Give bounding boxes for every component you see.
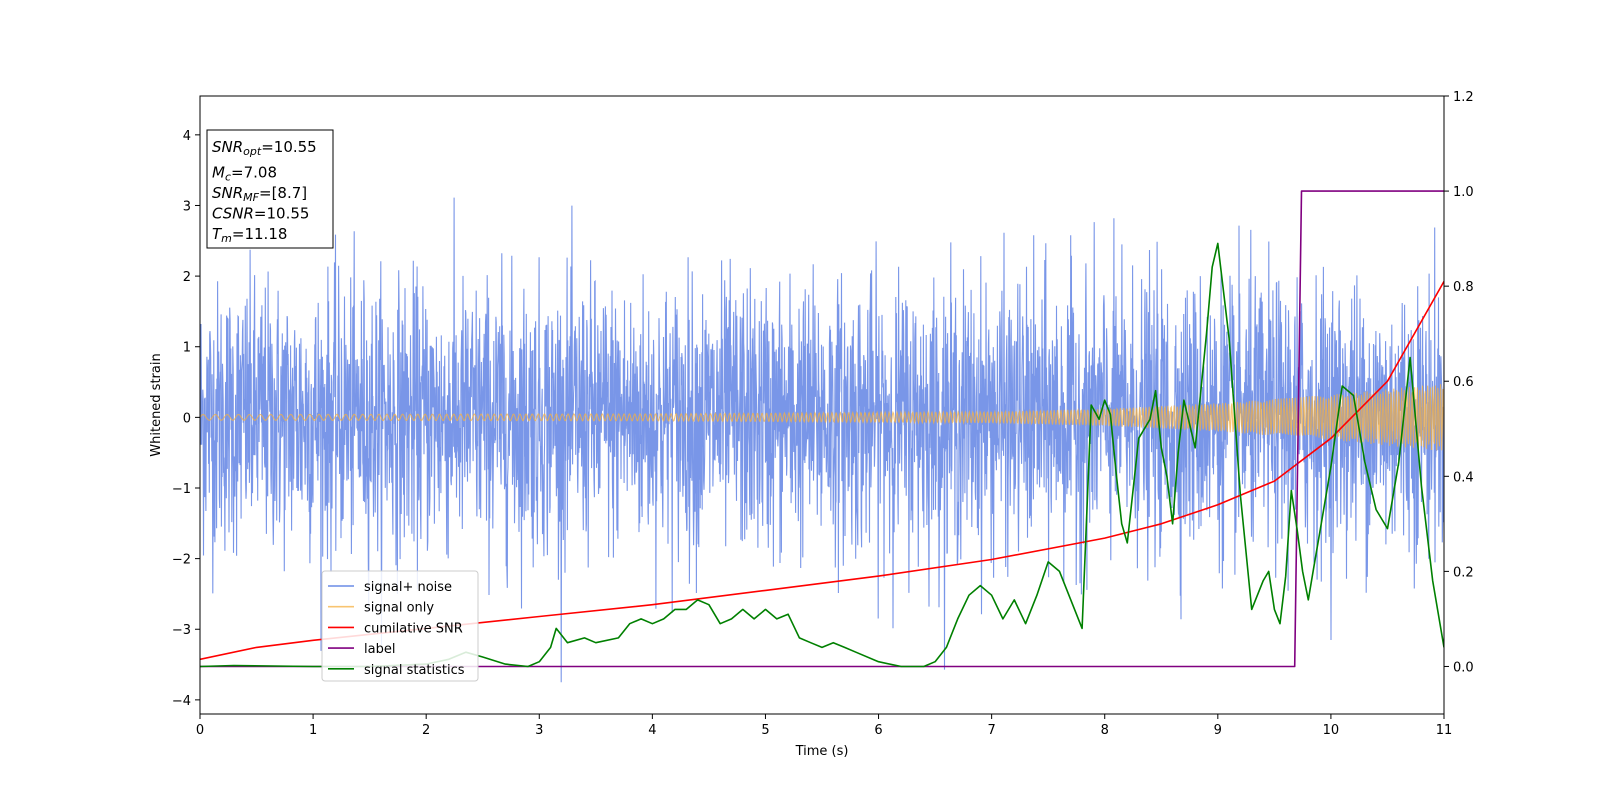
y-tick-label: 3: [183, 199, 191, 214]
annotation-frame: [206, 129, 334, 249]
x-tick-label: 0: [196, 723, 204, 738]
x-tick-label: 6: [874, 723, 882, 738]
x-tick-label: 3: [535, 723, 543, 738]
plot-frame: [199, 95, 1445, 715]
y2-tick-label: 0.4: [1453, 470, 1474, 485]
y-tick-label: 0: [183, 411, 191, 426]
annotation-line: SNRMF=[8.7]: [212, 184, 307, 204]
annotation-line: Tm=11.18: [212, 225, 287, 245]
series-label: [200, 190, 1444, 668]
x-tick-label: 11: [1436, 723, 1453, 738]
y2-tick-label: 1.0: [1453, 185, 1474, 200]
legend-label: signal statistics: [364, 663, 465, 678]
y-tick-label: 1: [183, 341, 191, 356]
legend-label: label: [364, 642, 395, 657]
x-tick-label: 8: [1101, 723, 1109, 738]
y-axis-left: −4 −3 −2 −1 0 1 2 3 4: [172, 129, 200, 709]
y-axis-label: Whitened strain: [149, 353, 164, 456]
x-axis-label: Time (s): [795, 744, 849, 759]
y2-tick-label: 0.6: [1453, 375, 1474, 390]
x-tick-label: 7: [987, 723, 995, 738]
x-tick-label: 5: [761, 723, 769, 738]
y-tick-label: −2: [172, 553, 191, 568]
x-tick-label: 2: [422, 723, 430, 738]
x-tick-label: 10: [1323, 723, 1340, 738]
legend-label: signal only: [364, 601, 434, 616]
legend: signal+ noise signal only cumilative SNR la…: [321, 570, 479, 682]
y-tick-label: −3: [172, 623, 191, 638]
annotation-line: SNRopt=10.55: [212, 138, 317, 158]
annotation-line: Mc=7.08: [212, 164, 277, 184]
y2-tick-label: 1.2: [1453, 90, 1474, 105]
y-axis-right: 0.0 0.2 0.4 0.6 0.8 1.0 1.2: [1444, 90, 1474, 675]
x-tick-label: 4: [648, 723, 656, 738]
x-tick-label: 9: [1214, 723, 1222, 738]
y-tick-label: 4: [183, 129, 191, 144]
legend-label: signal+ noise: [364, 580, 452, 595]
series-signal-statistics: [200, 242, 1444, 668]
y-tick-label: −1: [172, 482, 191, 497]
x-tick-label: 1: [309, 723, 317, 738]
y2-tick-label: 0.2: [1453, 565, 1474, 580]
annotation-line: CSNR=10.55: [212, 205, 309, 223]
series-signal-noise: [200, 197, 1444, 683]
y2-tick-label: 0.0: [1453, 660, 1474, 675]
legend-label: cumilative SNR: [364, 621, 463, 636]
x-axis: 0 1 2 3 4 5 6 7 8 9 10 11: [196, 714, 1452, 738]
y-tick-label: −4: [172, 694, 191, 709]
series-signal-only: [200, 384, 1444, 451]
y2-tick-label: 0.8: [1453, 280, 1474, 295]
annotation-box: SNRopt=10.55 Mc=7.08SNRMF=[8.7]CSNR=10.55…: [206, 129, 334, 249]
y-tick-label: 2: [183, 270, 191, 285]
legend-frame: [321, 570, 479, 682]
